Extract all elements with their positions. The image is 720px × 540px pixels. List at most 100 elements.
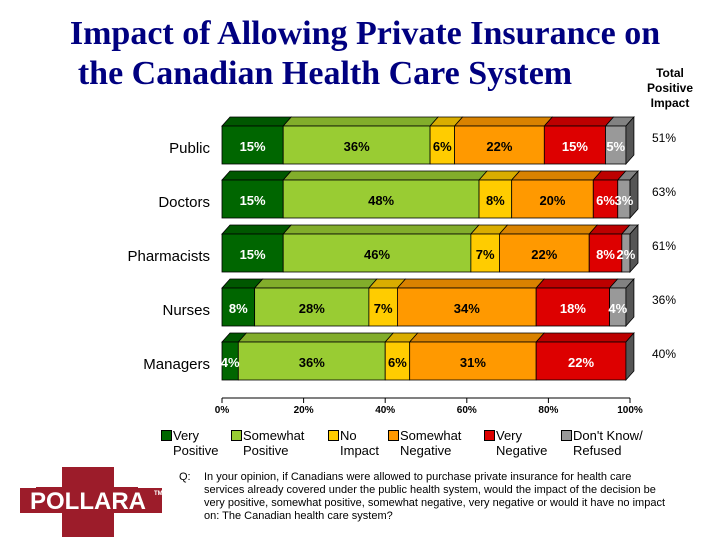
data-label: 22%	[531, 247, 557, 262]
data-label: 15%	[240, 247, 266, 262]
chart-title-line2: the Canadian Health Care System	[77, 55, 573, 92]
x-tick-label: 100%	[617, 405, 643, 416]
bar-segment-top	[282, 170, 488, 181]
x-tick-label: 0%	[215, 405, 230, 416]
legend-label-line2: Negative	[496, 443, 548, 458]
bar-segment	[511, 179, 594, 219]
legend-item: Somewhat Positive	[231, 428, 305, 458]
data-label: 4%	[221, 355, 240, 370]
bar-segment	[237, 341, 386, 381]
bar-segment-top	[535, 332, 635, 343]
x-tick-label: 80%	[538, 405, 558, 416]
legend-item: Somewhat Negative	[388, 428, 462, 458]
legend-item: Very Positive	[161, 428, 219, 458]
total-positive-header-line1: Total	[656, 66, 684, 80]
stacked-bar-chart: 0% 20% 40% 60% 80% 100% Public 15% 36% 6% 22% 15% 5%…	[127, 115, 676, 416]
pollara-logo: POLLARA TM	[20, 467, 163, 537]
legend-swatch	[388, 430, 399, 441]
data-label: 15%	[562, 139, 588, 154]
bar-segment-top	[396, 278, 546, 289]
legend-swatch	[161, 430, 172, 441]
legend-label-line1: Somewhat	[400, 428, 462, 443]
legend-swatch	[328, 430, 339, 441]
bar-side-face	[625, 115, 635, 166]
data-label: 20%	[539, 193, 565, 208]
data-label: 34%	[454, 301, 480, 316]
legend-label-line1: Somewhat	[243, 428, 305, 443]
bar-segment-top	[282, 224, 480, 235]
bar-segment	[254, 287, 370, 327]
bar-segment	[221, 287, 256, 327]
bar-segment	[478, 179, 513, 219]
data-label: 36%	[344, 139, 370, 154]
logo-text: POLLARA	[30, 488, 146, 515]
bar-segment	[543, 125, 606, 165]
data-label: 5%	[606, 139, 625, 154]
data-label: 7%	[476, 247, 495, 262]
data-label: 8%	[596, 247, 615, 262]
x-tick-label: 60%	[457, 405, 477, 416]
bar-segment-top	[408, 332, 546, 343]
bar-segment	[221, 179, 284, 219]
data-label: 3%	[614, 193, 633, 208]
bar-segment	[409, 341, 537, 381]
legend-label-line1: No	[340, 428, 357, 443]
bar-segment	[429, 125, 455, 165]
data-label: 22%	[568, 355, 594, 370]
legend-label-line1: Don't Know/	[573, 428, 643, 443]
data-label: 48%	[368, 193, 394, 208]
bar-segment-top	[221, 116, 293, 127]
data-label: 6%	[596, 193, 615, 208]
total-positive-value: 61%	[652, 239, 676, 253]
bar-segment-top	[453, 116, 554, 127]
data-label: 8%	[486, 193, 505, 208]
legend-item: Don't Know/Refused	[561, 428, 643, 458]
data-label: 18%	[560, 301, 586, 316]
legend-label-line2: Impact	[340, 443, 380, 458]
legend-label-line1: Very	[173, 428, 200, 443]
category-label: Nurses	[162, 302, 210, 319]
category-label: Pharmacists	[127, 248, 210, 265]
data-label: 8%	[229, 301, 248, 316]
legend-label-line1: Very	[496, 428, 523, 443]
legend-swatch	[231, 430, 242, 441]
bar-segment-top	[282, 116, 439, 127]
total-positive-value: 63%	[652, 185, 676, 199]
question-prefix: Q:	[179, 471, 191, 483]
bar-segment	[384, 341, 411, 381]
legend-swatch	[484, 430, 495, 441]
data-label: 15%	[240, 193, 266, 208]
bar-segment	[368, 287, 398, 327]
bar-segment	[592, 179, 619, 219]
bar-side-face	[625, 331, 635, 382]
legend-label-line2: Refused	[573, 443, 622, 458]
bar-segment-top	[221, 170, 293, 181]
category-label: Public	[169, 140, 210, 157]
bar-segment	[282, 125, 431, 165]
chart-title: Impact of Allowing Private Insurance on …	[0, 14, 720, 94]
chart-title-line1: Impact of Allowing Private Insurance on	[69, 15, 661, 52]
bar-side-face	[625, 277, 635, 328]
data-label: 6%	[433, 139, 452, 154]
x-tick-label: 20%	[294, 405, 314, 416]
legend-label-line2: Negative	[400, 443, 452, 458]
bar-segment	[470, 233, 500, 273]
bar-segment	[454, 125, 545, 165]
bar-segment	[221, 233, 284, 273]
legend-label-line2: Positive	[243, 443, 289, 458]
bar-segment-top	[535, 278, 619, 289]
bar-segment	[499, 233, 590, 273]
x-tick-label: 40%	[375, 405, 395, 416]
data-label: 4%	[608, 301, 627, 316]
data-label: 28%	[299, 301, 325, 316]
logo-text-band	[20, 488, 162, 513]
question-text: In your opinion, if Canadians were allow…	[204, 471, 666, 522]
data-label: 2%	[617, 247, 636, 262]
bar-segment-top	[221, 224, 293, 235]
category-label: Doctors	[158, 194, 210, 211]
bar-side-face	[629, 223, 639, 274]
bar-segment-top	[253, 278, 378, 289]
bar-segment	[282, 179, 480, 219]
bar-segment-top	[510, 170, 603, 181]
legend-swatch	[561, 430, 572, 441]
